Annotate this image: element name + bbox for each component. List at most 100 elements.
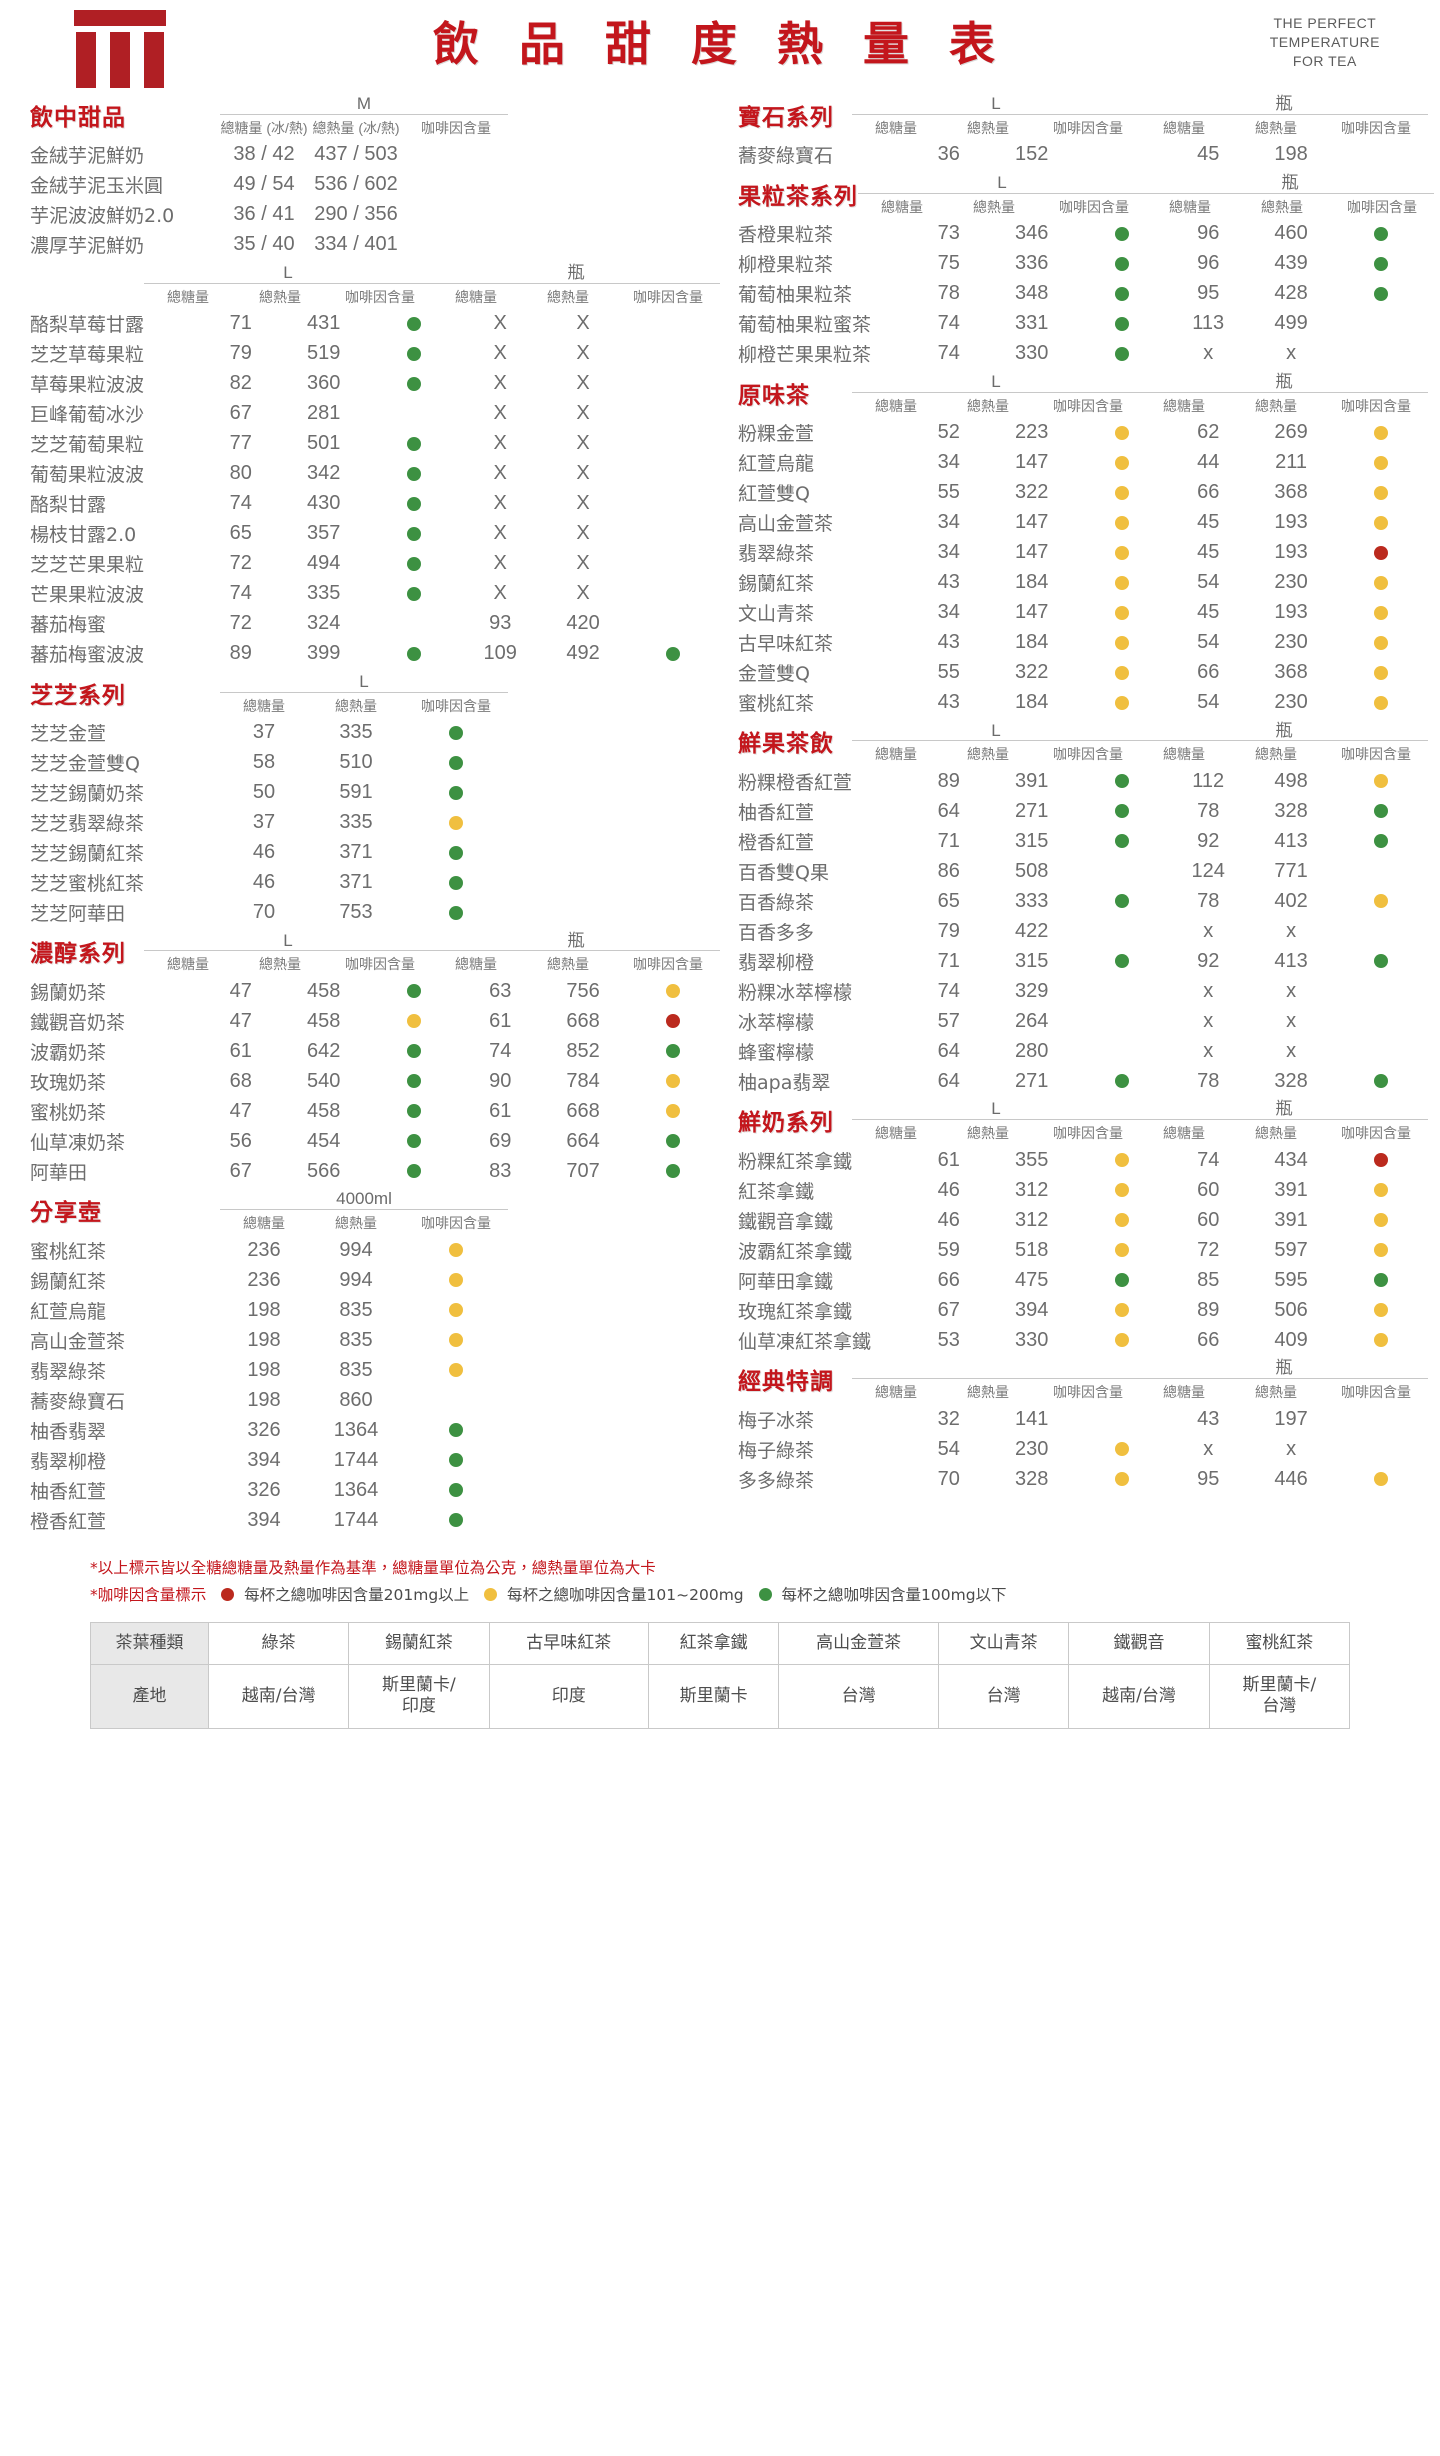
caffeine-indicator: [404, 1363, 508, 1378]
product-name: 金絨芋泥鮮奶: [30, 145, 145, 168]
calorie-value: 494: [306, 552, 341, 575]
sugar-value: 78: [1197, 1069, 1220, 1092]
calorie-value: 458: [306, 1099, 341, 1122]
calorie-value: 368: [1274, 481, 1308, 504]
column-header-0: 總糖量: [875, 397, 917, 414]
size-label: L: [991, 720, 1001, 740]
calorie-value: 184: [1014, 631, 1049, 654]
table-row: 粉粿冰萃檸檬 74 329 x x: [738, 976, 1428, 1006]
sugar-value: 43: [937, 691, 960, 714]
table-row: 香橙果粒茶 73 346 96 460: [738, 219, 1428, 249]
sugar-value: 61: [229, 1039, 252, 1062]
calorie-value: 994: [339, 1268, 373, 1291]
caffeine-indicator: [1334, 1303, 1428, 1318]
tea-origin-cell-5: 台灣: [937, 1664, 1070, 1729]
header-rule: [1140, 391, 1428, 393]
caffeine-dot-icon: [406, 346, 421, 361]
column-headers: 總糖量 總熱量 咖啡因含量: [852, 1379, 1140, 1402]
tagline-line-2: TEMPERATURE: [1269, 33, 1380, 50]
sugar-value: 92: [1197, 829, 1220, 852]
section-header: 飲中甜品 M 總糖量 (冰/熱) 總熱量 (冰/熱) 咖啡因含量: [30, 95, 720, 138]
sugar-value: 70: [252, 901, 276, 924]
section-title: [30, 301, 144, 307]
caffeine-indicator: [1334, 1183, 1428, 1198]
caffeine-dot-icon: [449, 755, 463, 770]
column-group-0: L 總糖量 總熱量 咖啡因含量: [858, 173, 1146, 217]
caffeine-dot-icon: [666, 1014, 681, 1029]
column-header-0: 總糖量: [1163, 1384, 1205, 1401]
product-name: 蜂蜜檸檬: [738, 1041, 815, 1064]
caffeine-indicator: [367, 466, 461, 481]
sugar-value: 59: [937, 1238, 960, 1261]
product-name: 翡翠綠茶: [738, 543, 815, 566]
sugar-value: 66: [937, 1268, 960, 1291]
column-headers: 總糖量 總熱量 咖啡因含量: [220, 693, 508, 716]
brand-logo-icon: [70, 10, 170, 88]
section-title: 鮮果茶飲: [738, 730, 834, 758]
section-rows: 蜜桃紅茶 236 994 錫蘭紅茶 236 994 紅萱烏龍 198 835 高山金萱茶 198 83…: [30, 1235, 720, 1535]
product-name: 仙草凍奶茶: [30, 1131, 126, 1154]
table-row: 多多綠茶 70 328 95 446: [738, 1464, 1428, 1494]
sugar-value: 72: [229, 612, 252, 635]
sugar-value: 44: [1197, 451, 1220, 474]
sugar-value: x: [1203, 1009, 1214, 1032]
caffeine-indicator: [1334, 1213, 1428, 1228]
caffeine-dot-icon: [1114, 545, 1129, 560]
column-header-0: 總糖量 (冰/熱): [220, 119, 308, 136]
calorie-value: 271: [1014, 1069, 1049, 1092]
footnote-basis: *以上標示皆以全糖總糖量及熱量作為基準，總糖量單位為公克，總熱量單位為大卡: [90, 1559, 656, 1578]
product-name: 橙香紅萱: [30, 1510, 107, 1533]
column-headers: 總糖量 總熱量 咖啡因含量: [852, 1120, 1140, 1143]
calorie-value: 312: [1014, 1178, 1049, 1201]
caffeine-indicator: [404, 1453, 508, 1468]
header-rule: [432, 950, 720, 952]
calorie-value: x: [1286, 919, 1297, 942]
column-header-2: 咖啡因含量: [345, 956, 415, 973]
calorie-value: 399: [306, 642, 341, 665]
calorie-value: X: [576, 522, 590, 545]
column-headers: 總糖量 (冰/熱) 總熱量 (冰/熱) 咖啡因含量: [220, 115, 508, 138]
table-row: 芝芝草莓果粒 79 519 X X: [30, 339, 720, 369]
size-label: 瓶: [1275, 94, 1293, 113]
sugar-value: 55: [937, 661, 960, 684]
caffeine-indicator: [1334, 1153, 1428, 1168]
column-header-2: 咖啡因含量: [1053, 1125, 1123, 1142]
tea-type-cell-4: 高山金萱茶: [778, 1621, 939, 1666]
column-header-2: 咖啡因含量: [1053, 397, 1123, 414]
tea-origin-row: 產地 越南/台灣 斯里蘭卡/印度 印度 斯里蘭卡 台灣 台灣 越南/台灣 斯里蘭卡/台灣: [90, 1664, 1351, 1729]
calorie-value: 371: [339, 871, 373, 894]
column-header-2: 咖啡因含量: [1341, 397, 1411, 414]
caffeine-indicator: [1334, 635, 1428, 650]
sugar-value: 93: [489, 612, 512, 635]
header-rule: [432, 282, 720, 284]
caffeine-dot-icon: [449, 1453, 463, 1468]
column-header-1: 總熱量: [335, 697, 377, 714]
sugar-value: 47: [229, 979, 252, 1002]
caffeine-dot-icon: [666, 1074, 681, 1089]
caffeine-indicator: [1075, 256, 1169, 271]
section-rows: 酪梨草莓甘露 71 431 X X 芝芝草莓果粒 79 519 X X 草莓果粒波波 82 360 X X 巨…: [30, 309, 720, 669]
legend-prefix: *咖啡因含量標示: [90, 1585, 207, 1604]
column-group-wrap: M 總糖量 (冰/熱) 總熱量 (冰/熱) 咖啡因含量: [220, 95, 720, 138]
table-row: 蜂蜜檸檬 64 280 x x: [738, 1036, 1428, 1066]
sugar-value: 54: [1197, 571, 1220, 594]
table-row: 蜜桃奶茶 47 458 61 668: [30, 1096, 720, 1126]
column-group-1: 瓶總糖量 總熱量 咖啡因含量: [1140, 95, 1428, 138]
caffeine-dot-icon: [406, 984, 421, 999]
size-label: 瓶: [1275, 371, 1293, 391]
header-rule: [220, 691, 508, 693]
product-name: 芒果果粒波波: [30, 584, 145, 607]
calorie-value: 458: [306, 1009, 341, 1032]
sugar-value: X: [493, 552, 507, 575]
sugar-value: 70: [937, 1467, 960, 1490]
sugar-value: 49 / 54: [233, 173, 295, 196]
calorie-value: X: [576, 312, 590, 335]
size-label: L: [359, 671, 369, 691]
product-name: 金萱雙Q: [738, 663, 810, 686]
product-name: 錫蘭奶茶: [30, 981, 107, 1004]
caffeine-dot-icon: [406, 1014, 421, 1029]
sugar-value: 74: [229, 492, 252, 515]
table-row: 柳橙芒果果粒茶 74 330 x x: [738, 339, 1428, 369]
calorie-value: 994: [339, 1238, 373, 1261]
calorie-value: 454: [306, 1129, 341, 1152]
